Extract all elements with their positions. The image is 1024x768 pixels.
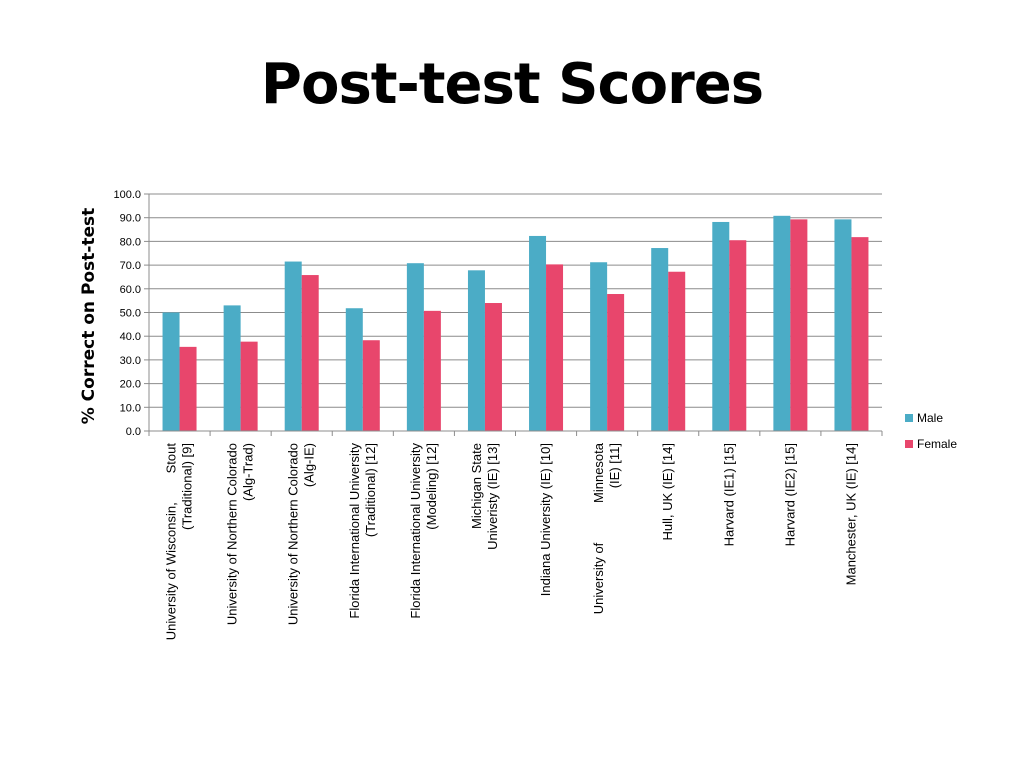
gridlines <box>149 193 882 432</box>
category-label-4: Florida International University (Modelin… <box>408 443 439 619</box>
category-label-9: Harvard (IE1) [15] <box>721 443 736 546</box>
bar-male-5 <box>467 270 485 431</box>
bar-female-2 <box>301 275 319 431</box>
bar-female-9 <box>729 240 747 431</box>
category-label-line: University of Minnesota <box>591 442 606 614</box>
y-axis-label: % Correct on Post-test <box>79 208 99 425</box>
bar-female-7 <box>607 294 625 431</box>
category-label-line: Indiana University (IE) [10] <box>538 443 553 596</box>
category-label-line: Manchester, UK (IE) [14] <box>843 443 858 585</box>
category-label-line: University of Wisconsin, Stout <box>164 443 179 641</box>
category-label-1: University of Northern Colorado (Alg-Trad… <box>225 443 256 625</box>
category-label-2: University of Northern Colorado (Alg-IE) <box>286 443 317 625</box>
category-label-line: (Traditional) [12] <box>363 443 378 537</box>
category-label-11: Manchester, UK (IE) [14] <box>843 443 858 585</box>
bar-female-5 <box>484 303 502 431</box>
axes <box>148 194 883 436</box>
bar-female-1 <box>240 341 258 431</box>
category-label-line: Univeristy (IE) [13] <box>485 443 500 550</box>
y-tick-label: 10.0 <box>120 402 141 414</box>
legend-swatch-female <box>905 440 913 448</box>
y-tick-label: 30.0 <box>120 355 141 367</box>
category-label-line: University of Northern Colorado <box>286 443 301 625</box>
bar-female-0 <box>179 346 197 431</box>
category-label-line: Harvard (IE1) [15] <box>721 443 736 546</box>
legend-label-female: Female <box>917 437 957 451</box>
category-label-line: (Modeling) [12] <box>424 443 439 530</box>
bar-female-6 <box>546 264 564 431</box>
category-label-line: University of Northern Colorado <box>225 443 240 625</box>
category-label-6: Indiana University (IE) [10] <box>538 443 553 596</box>
y-tick-label: 80.0 <box>120 236 141 248</box>
bar-male-7 <box>590 262 608 431</box>
category-label-line: (Alg-Trad) <box>241 443 256 501</box>
bar-female-8 <box>668 271 686 431</box>
bars <box>162 215 869 431</box>
category-label-line: Michigan State <box>469 443 484 529</box>
legend: Male Female <box>905 411 957 451</box>
y-tick-label: 100.0 <box>113 189 141 201</box>
bar-female-11 <box>851 237 869 431</box>
category-label-line: Florida International University <box>408 443 423 619</box>
category-label-line: Florida International University <box>347 443 362 619</box>
y-tick-label: 90.0 <box>120 213 141 225</box>
category-label-5: Michigan State Univeristy (IE) [13] <box>469 443 500 550</box>
category-label-10: Harvard (IE2) [15] <box>782 443 797 546</box>
bar-male-2 <box>284 261 302 431</box>
bar-male-4 <box>406 263 424 431</box>
bar-female-4 <box>423 310 441 431</box>
y-tick-label: 20.0 <box>120 379 141 391</box>
slide-title: Post-test Scores <box>260 52 764 117</box>
category-label-line: (IE) [11] <box>607 443 622 488</box>
category-label-line: (Traditional) [9] <box>180 443 195 530</box>
category-label-0: University of Wisconsin, Stout (Tradition… <box>164 443 195 641</box>
bar-male-11 <box>834 219 852 431</box>
category-label-line: Harvard (IE2) [15] <box>782 443 797 546</box>
y-tick-label: 40.0 <box>120 331 141 343</box>
bar-male-0 <box>162 312 180 431</box>
y-tick-label: 70.0 <box>120 260 141 272</box>
bar-male-10 <box>773 215 791 431</box>
legend-label-male: Male <box>917 411 943 425</box>
category-label-8: Hull, UK (IE) [14] <box>660 443 675 541</box>
y-tick-label: 60.0 <box>120 284 141 296</box>
y-tick-label: 0.0 <box>126 426 141 438</box>
legend-swatch-male <box>905 414 913 422</box>
category-label-3: Florida International University (Traditi… <box>347 443 378 619</box>
bar-female-10 <box>790 219 808 431</box>
bar-female-3 <box>362 340 380 431</box>
bar-male-1 <box>223 305 241 431</box>
bar-male-8 <box>651 248 669 431</box>
y-tick-label: 50.0 <box>120 308 141 320</box>
category-label-line: Hull, UK (IE) [14] <box>660 443 675 541</box>
category-label-7: University of Minnesota (IE) [11] <box>591 442 622 614</box>
bar-male-9 <box>712 221 730 431</box>
bar-male-6 <box>529 235 547 431</box>
bar-male-3 <box>345 308 363 431</box>
category-labels: University of Wisconsin, Stout (Tradition… <box>164 442 859 640</box>
category-label-line: (Alg-IE) <box>302 443 317 487</box>
y-axis-ticks: 0.0 10.0 20.0 30.0 40.0 50.0 60.0 70.0 80.0 90.0 1… <box>113 189 149 438</box>
